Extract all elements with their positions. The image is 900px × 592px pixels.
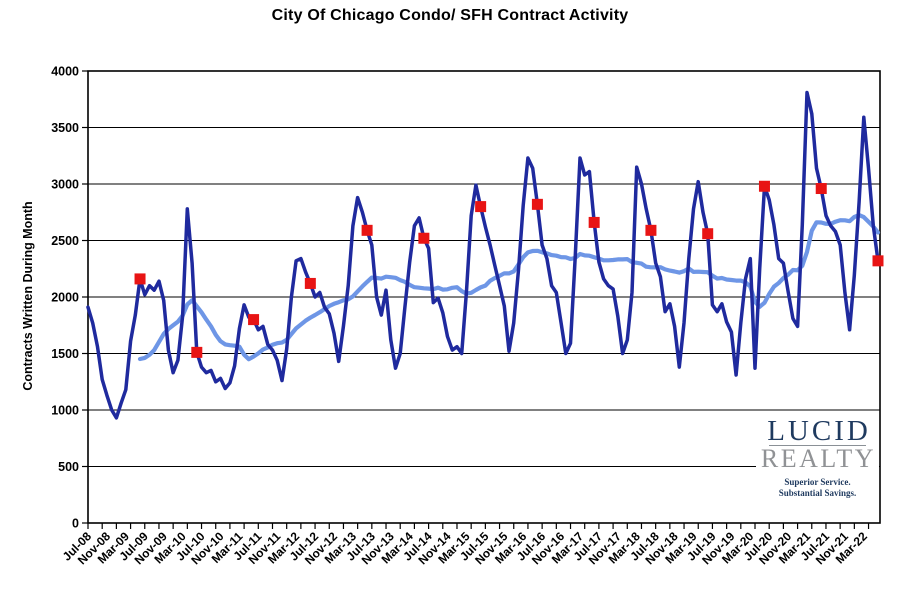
logo-tagline-line2: Substantial Savings. [778, 487, 857, 498]
june-marker [475, 201, 487, 213]
june-marker [815, 183, 827, 195]
moving-average-line [137, 213, 881, 362]
june-marker [418, 232, 430, 244]
chart-title: City Of Chicago Condo/ SFH Contract Acti… [271, 7, 629, 24]
y-tick-label: 3000 [51, 178, 79, 192]
logo-word-realty: REALTY [760, 444, 877, 473]
june-marker [872, 255, 884, 267]
logo-tagline-line1: Superior Service. [784, 477, 851, 487]
june-marker [702, 228, 714, 240]
june-marker [134, 273, 146, 285]
logo-divider-line [769, 445, 866, 446]
y-tick-label: 0 [72, 517, 79, 531]
y-tick-label: 3500 [51, 121, 79, 135]
june-marker [304, 277, 316, 289]
y-tick-label: 500 [58, 460, 79, 474]
june-marker [758, 180, 770, 192]
y-tick-label: 1500 [51, 347, 79, 361]
june-marker [531, 198, 543, 210]
y-tick-label: 4000 [51, 65, 79, 79]
lucid-realty-logo: LUCID REALTY Superior Service. Substanti… [756, 417, 879, 512]
logo-word-lucid: LUCID [767, 415, 871, 447]
june-marker [588, 216, 600, 228]
monthly-contracts-line [86, 90, 880, 420]
y-tick-label: 1000 [51, 404, 79, 418]
june-marker [191, 346, 203, 358]
y-tick-label: 2500 [51, 234, 79, 248]
y-tick-label: 2000 [51, 291, 79, 305]
june-marker [645, 224, 657, 236]
june-marker [361, 224, 373, 236]
june-marker [248, 314, 260, 326]
